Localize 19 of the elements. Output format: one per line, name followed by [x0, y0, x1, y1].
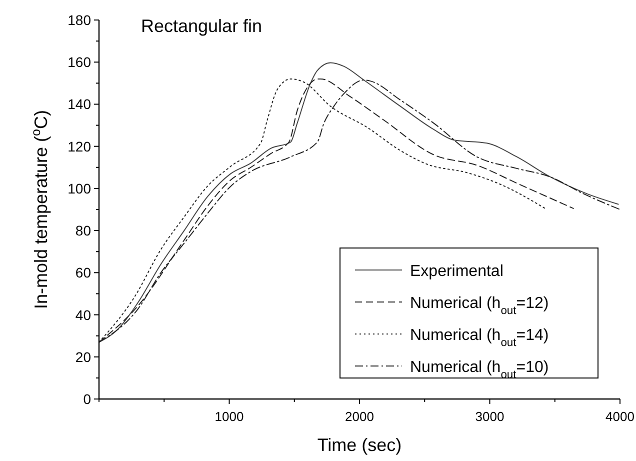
x-tick-label: 1000 [214, 409, 244, 424]
y-tick-label: 20 [75, 348, 92, 365]
x-axis-title: Time (sec) [317, 435, 402, 455]
y-tick-label: 160 [68, 54, 92, 70]
y-tick-label: 100 [68, 180, 92, 196]
y-tick-label: 140 [68, 96, 92, 112]
legend-label: Experimental [410, 263, 504, 280]
x-tick-label: 4000 [606, 409, 634, 424]
y-tick-label: 40 [75, 306, 92, 323]
chart-title: Rectangular fin [141, 16, 262, 36]
y-tick-label: 60 [75, 264, 92, 281]
legend-label: Numerical (h$_{out}$=12) [410, 295, 549, 317]
legend-label: Numerical (h$_{out}$=14) [410, 327, 549, 349]
y-tick-label: 80 [75, 222, 92, 239]
y-tick-label: 0 [83, 391, 92, 407]
x-tick-label: 3000 [475, 409, 504, 424]
y-tick-label: 120 [68, 138, 92, 154]
x-tick-label: 2000 [345, 409, 374, 424]
y-tick-label: 180 [68, 12, 92, 28]
